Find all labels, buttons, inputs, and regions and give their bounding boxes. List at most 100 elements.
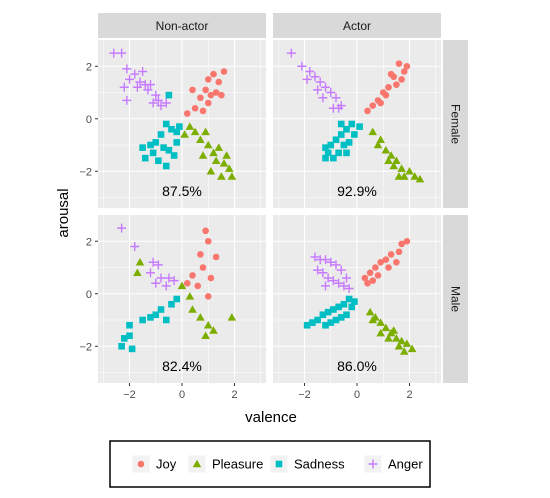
legend-key [368, 459, 378, 469]
strip-background [443, 215, 468, 383]
data-point [344, 284, 354, 293]
legend-item: Sadness [270, 455, 345, 473]
data-point [339, 281, 349, 291]
data-point [386, 151, 396, 159]
data-point [138, 67, 148, 76]
data-point [165, 91, 173, 99]
data-point [364, 279, 371, 287]
data-point [161, 281, 171, 291]
data-point [135, 257, 145, 266]
data-point [376, 328, 385, 337]
data-point [201, 331, 210, 339]
data-point [130, 242, 140, 251]
x-tick-label: 2 [231, 389, 237, 401]
data-point [330, 306, 337, 313]
data-point [161, 98, 171, 108]
data-point [382, 256, 390, 263]
data-point [117, 48, 127, 58]
data-point [173, 128, 181, 136]
data-point [330, 154, 337, 162]
data-point [326, 88, 336, 97]
data-point [126, 321, 133, 329]
data-point [322, 321, 329, 329]
legend-label: Pleasure [212, 457, 263, 472]
data-point [385, 264, 392, 271]
data-point [313, 265, 323, 275]
data-point [148, 98, 158, 108]
data-point [366, 269, 374, 277]
data-point [183, 110, 191, 117]
data-point [143, 85, 153, 95]
data-point [189, 86, 196, 94]
data-point [392, 156, 401, 164]
data-point [398, 240, 405, 248]
facet-strip-column: Non-actor [98, 13, 266, 38]
facet-panel: 92.9% [273, 40, 441, 208]
data-point [372, 264, 379, 271]
data-point [384, 334, 393, 342]
data-point [324, 308, 332, 316]
data-point [399, 347, 409, 355]
data-point [351, 131, 358, 138]
data-point [407, 344, 417, 353]
data-point [126, 332, 133, 340]
data-point [222, 151, 231, 159]
facet-strip-column: Actor [273, 13, 441, 38]
data-point [120, 335, 128, 342]
data-point [395, 248, 403, 256]
strip-background [98, 13, 266, 38]
data-point [310, 252, 320, 262]
data-point [369, 277, 377, 284]
data-point [170, 152, 178, 159]
legend-key [137, 460, 145, 468]
data-point [403, 237, 411, 245]
data-point [191, 104, 199, 112]
data-point [185, 122, 195, 130]
data-point [343, 149, 350, 157]
data-point [315, 77, 325, 87]
data-point [351, 298, 358, 305]
facet-strip-row: Male [443, 215, 468, 383]
data-point [139, 144, 146, 151]
data-point [148, 257, 158, 267]
data-point [130, 69, 140, 79]
data-point [373, 140, 383, 149]
data-point [212, 89, 220, 96]
x-tick-label: −2 [298, 389, 311, 401]
data-point [194, 282, 202, 290]
data-point [309, 319, 316, 326]
data-point [204, 76, 212, 83]
legend-item: Anger [364, 455, 423, 473]
data-point [147, 141, 154, 149]
data-point [139, 316, 146, 324]
data-point [152, 311, 160, 319]
data-point [196, 135, 205, 143]
data-point [393, 81, 400, 88]
data-point [149, 149, 157, 157]
data-point [198, 151, 208, 159]
data-point [207, 274, 215, 282]
data-point [335, 303, 342, 311]
data-point [153, 95, 163, 105]
data-point [303, 321, 311, 329]
data-point [340, 141, 348, 149]
panel-accuracy-label: 82.4% [162, 358, 202, 374]
y-tick-label: 0 [86, 114, 92, 126]
data-point [381, 145, 391, 154]
data-point [337, 131, 345, 138]
data-point [151, 278, 161, 288]
strip-background [273, 13, 441, 38]
data-point [217, 172, 226, 180]
data-point [147, 314, 154, 321]
data-point [203, 140, 213, 149]
data-point [156, 101, 166, 111]
strip-label: Actor [343, 19, 371, 33]
data-point [211, 156, 221, 164]
data-point [209, 148, 218, 157]
data-point [376, 318, 385, 326]
data-point [189, 272, 196, 279]
data-point [164, 273, 174, 283]
data-point [168, 125, 175, 133]
data-point [324, 149, 332, 157]
data-point [402, 339, 412, 347]
